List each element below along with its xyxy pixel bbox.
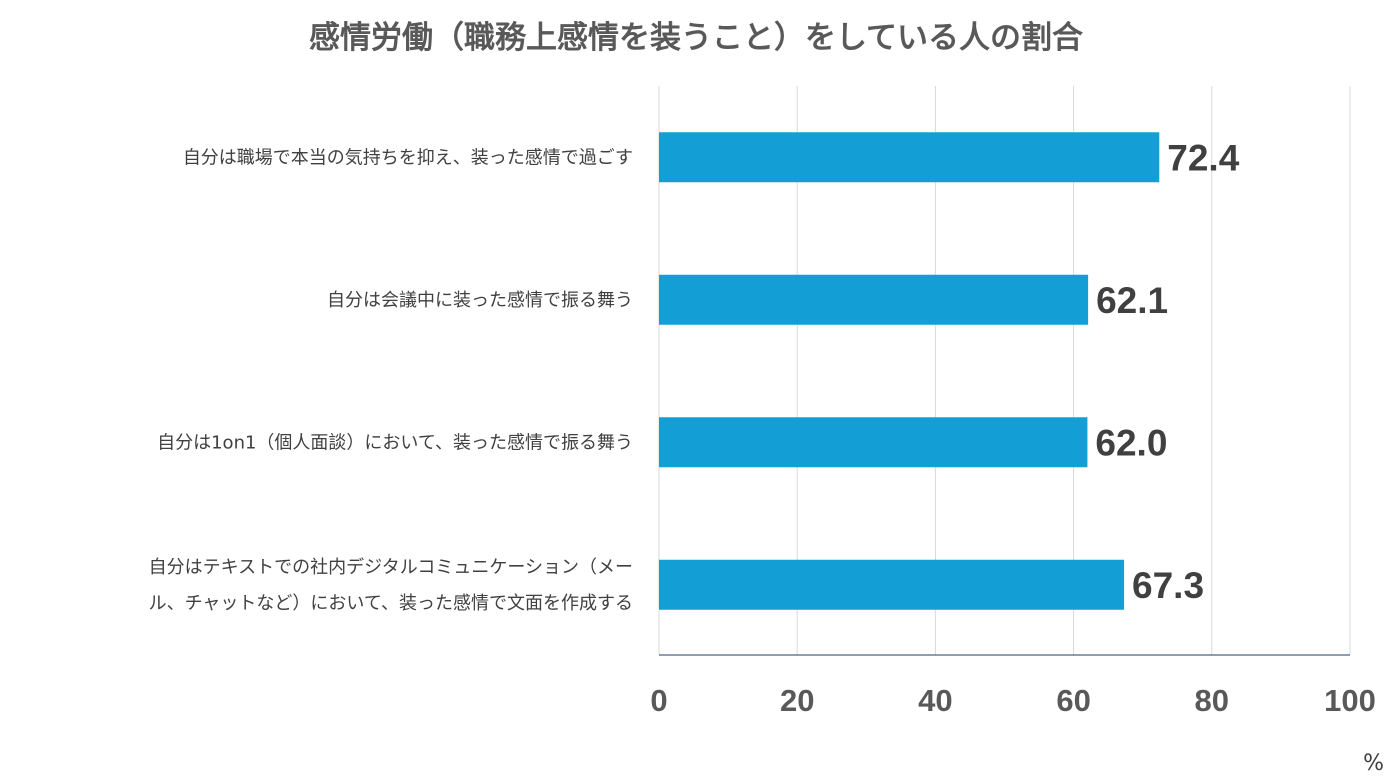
category-label: ル、チャットなど）において、装った感情で文面を作成する xyxy=(149,593,633,614)
data-label: 67.3 xyxy=(1132,565,1204,606)
x-tick-label: 60 xyxy=(1056,683,1090,718)
data-label: 62.1 xyxy=(1096,280,1168,321)
data-labels: 72.4 62.1 62.0 67.3 xyxy=(1095,137,1239,606)
x-tick-label: 20 xyxy=(780,683,814,718)
category-label: 自分は職場で本当の気持ちを抑え、装った感情で過ごす xyxy=(183,147,633,168)
x-tick-label: 100 xyxy=(1324,683,1376,718)
category-labels: 自分は職場で本当の気持ちを抑え、装った感情で過ごす自分は会議中に装った感情で振る… xyxy=(149,147,633,614)
x-axis-ticks: 0 20 40 60 80 100 xyxy=(650,683,1375,718)
bar xyxy=(659,132,1160,183)
unit-label: % xyxy=(1363,751,1384,776)
category-label: 自分は1on1（個人面談）において、装った感情で振る舞う xyxy=(157,432,633,453)
category-label: 自分はテキストでの社内デジタルコミュニケーション（メー xyxy=(149,557,633,578)
bar xyxy=(659,417,1088,468)
bar xyxy=(659,274,1089,325)
data-label: 72.4 xyxy=(1167,137,1239,178)
x-tick-label: 40 xyxy=(918,683,952,718)
data-label: 62.0 xyxy=(1095,422,1167,463)
category-label: 自分は会議中に装った感情で振る舞う xyxy=(327,290,633,311)
x-tick-label: 0 xyxy=(650,683,667,718)
bars xyxy=(659,132,1160,610)
chart-title: 感情労働（職務上感情を装うこと）をしている人の割合 xyxy=(309,20,1083,56)
bar xyxy=(659,559,1125,610)
x-tick-label: 80 xyxy=(1195,683,1229,718)
